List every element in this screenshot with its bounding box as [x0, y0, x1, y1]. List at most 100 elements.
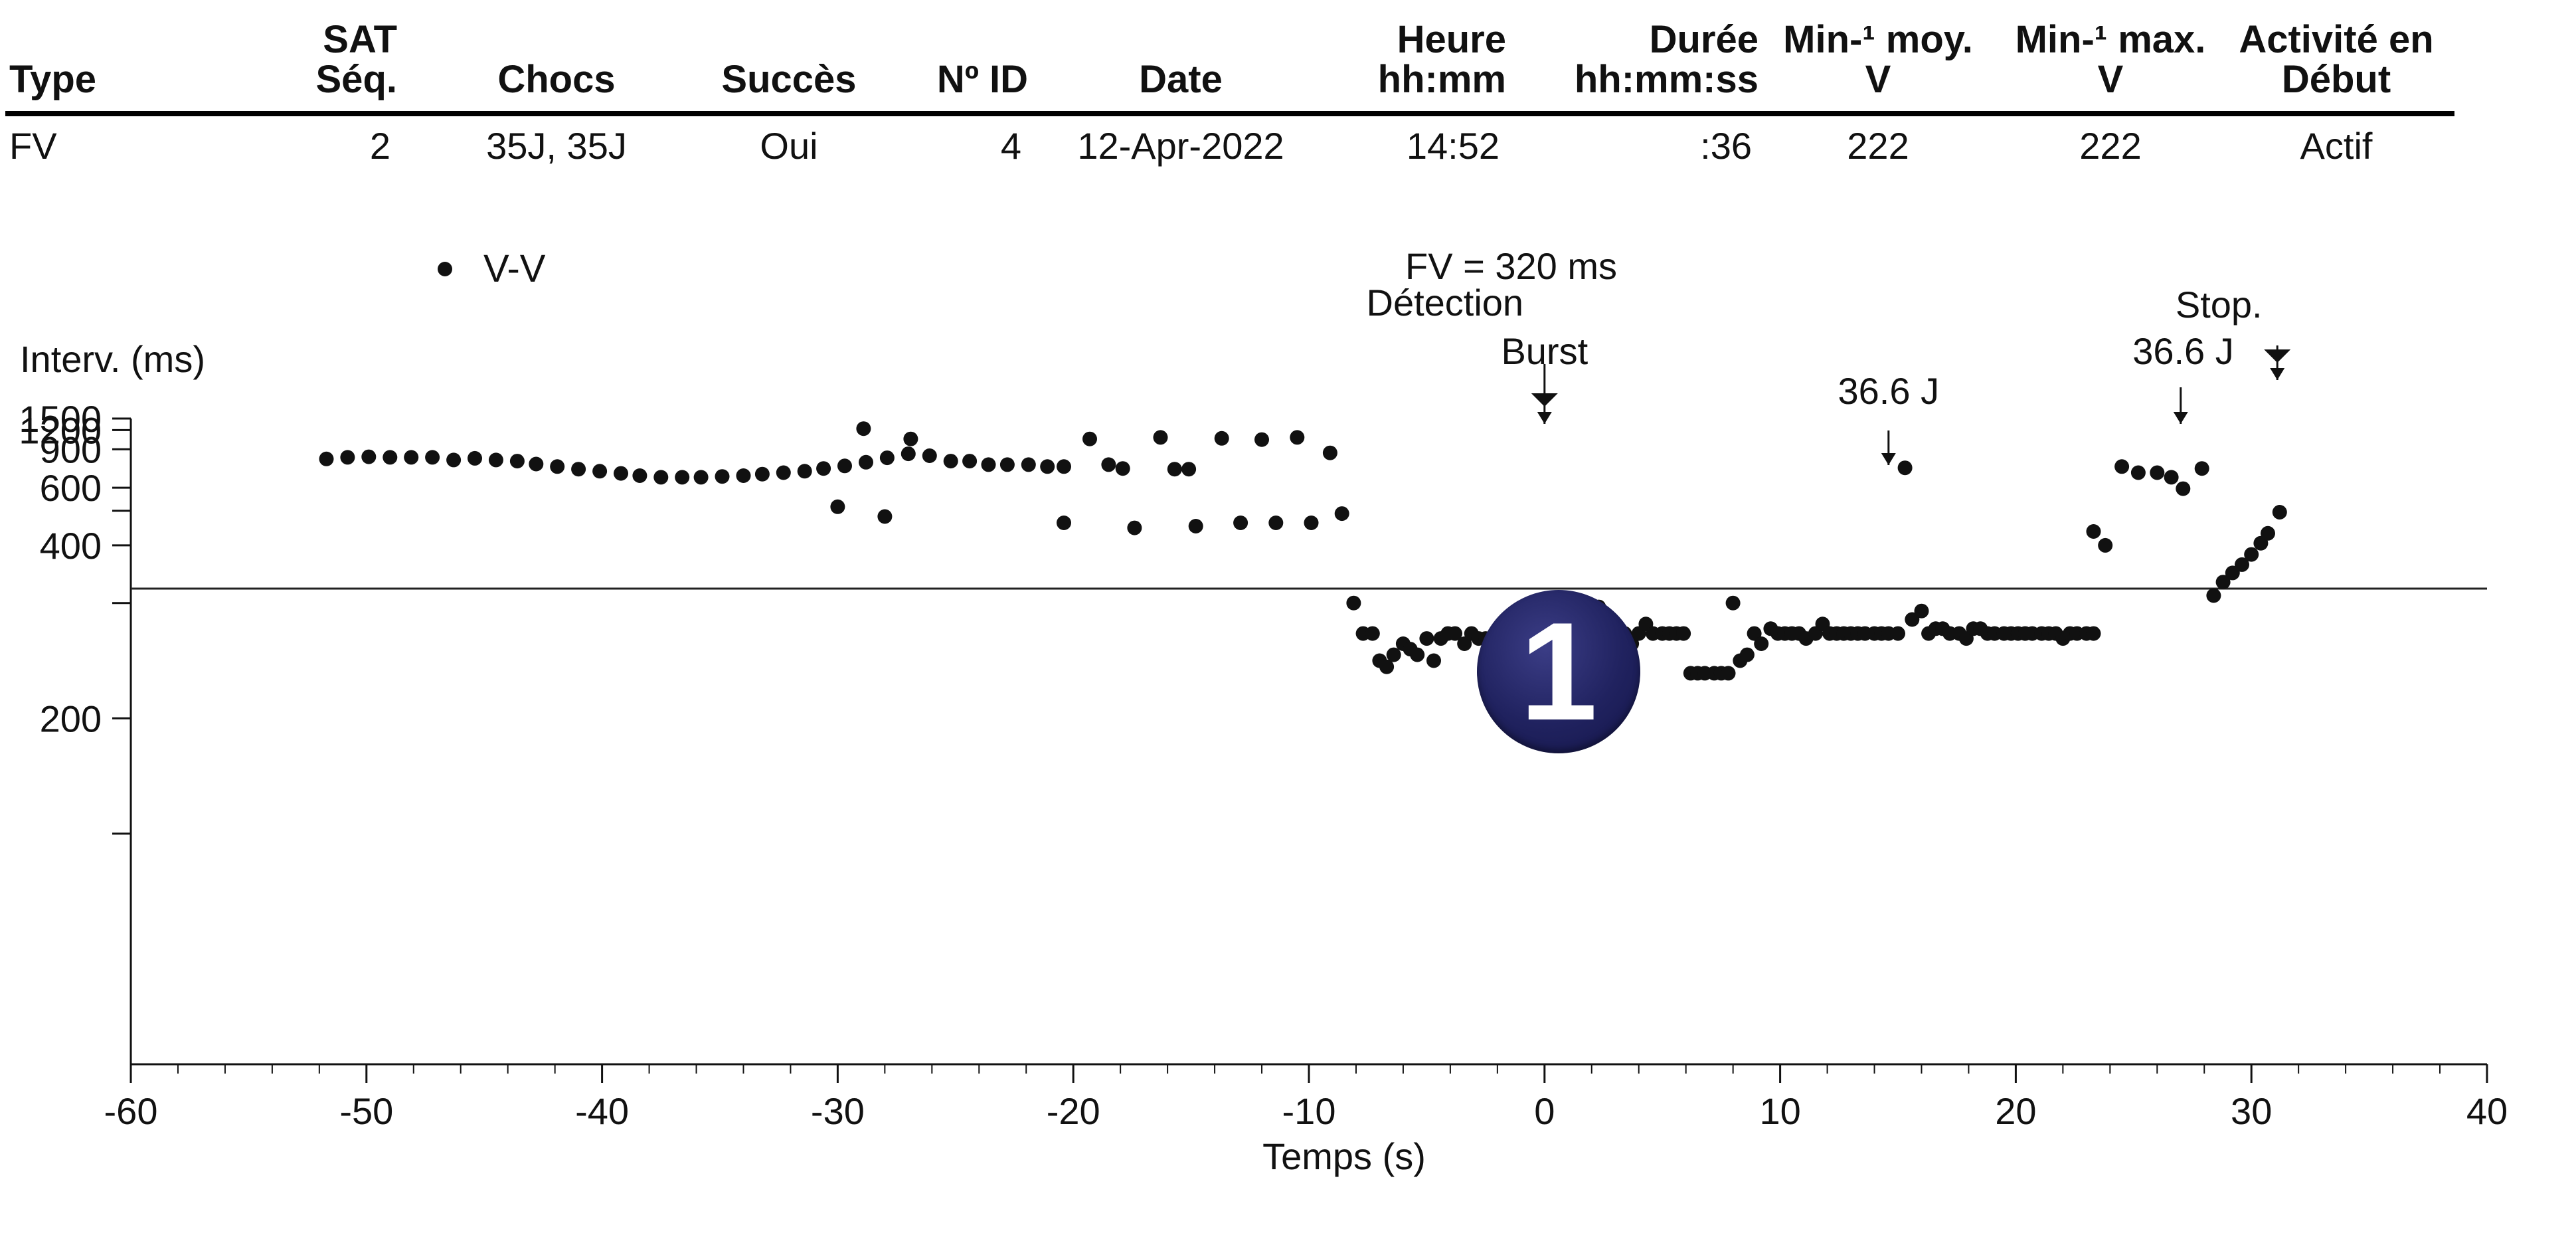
- vv-point: [1268, 516, 1284, 530]
- y-tick-label: 1500: [19, 398, 102, 440]
- vv-point: [797, 464, 812, 479]
- vv-point: [1747, 626, 1762, 641]
- vv-point: [859, 454, 873, 470]
- legend-label: V-V: [483, 247, 546, 290]
- vv-point: [837, 458, 852, 474]
- y-tick-label: 400: [40, 525, 102, 567]
- vv-point: [1914, 603, 1929, 618]
- event-marker: 36.6 J: [1838, 370, 1940, 465]
- header-activite-line2: Début: [2281, 58, 2391, 101]
- vv-point: [1181, 462, 1197, 477]
- x-tick-label: -40: [575, 1090, 629, 1132]
- x-tick-label: 10: [1759, 1090, 1800, 1132]
- event-arrow-head: [1537, 412, 1552, 424]
- x-tick-label: -60: [104, 1090, 158, 1132]
- threshold-label: FV = 320 ms: [1405, 245, 1617, 287]
- vv-point: [754, 466, 770, 482]
- vv-point: [962, 454, 978, 469]
- cell-type: FV: [9, 125, 57, 167]
- header-heure-line1: Heure: [1397, 18, 1506, 61]
- vv-point: [509, 454, 525, 469]
- legend: V-V: [438, 247, 546, 290]
- vv-point: [2176, 481, 2191, 496]
- vv-point: [1346, 595, 1361, 611]
- vv-point: [1905, 612, 1920, 627]
- vv-point: [488, 452, 503, 468]
- vv-point: [1365, 626, 1380, 641]
- vv-point: [468, 450, 482, 466]
- chart-ticks: -60 -50 -40 -30 -20 -10 0 10 20 30 401500120090060…: [19, 398, 2508, 1132]
- header-activite-line1: Activité en: [2239, 18, 2434, 61]
- event-arrow-head-large: [2264, 349, 2291, 363]
- y-axis-label: Interv. (ms): [20, 338, 205, 380]
- vv-point: [614, 466, 628, 481]
- episode-number-badge: 1: [1477, 590, 1640, 753]
- vv-point: [404, 450, 419, 465]
- vv-point: [1676, 626, 1691, 641]
- vv-point: [856, 421, 871, 436]
- x-tick-label: -50: [339, 1090, 393, 1132]
- vv-point: [1419, 631, 1434, 646]
- vv-point: [2098, 537, 2113, 553]
- y-tick-label: 200: [40, 698, 102, 739]
- vv-point: [1254, 432, 1269, 447]
- x-tick-label: -30: [811, 1090, 865, 1132]
- cell-chocs: 35J, 35J: [486, 125, 627, 167]
- vv-point: [1322, 445, 1337, 460]
- vv-point: [2235, 557, 2249, 572]
- vv-point: [816, 461, 831, 476]
- vv-point: [922, 448, 937, 463]
- x-tick-label: 30: [2231, 1090, 2272, 1132]
- x-tick-label: -20: [1047, 1090, 1100, 1132]
- chart-axes: [129, 419, 2487, 1066]
- cell-heure: 14:52: [1406, 125, 1500, 167]
- vv-point: [2130, 465, 2146, 480]
- vv-point: [383, 450, 398, 465]
- vv-point: [2194, 461, 2209, 476]
- vv-point: [1040, 459, 1055, 474]
- vv-point: [1457, 636, 1472, 651]
- event-label: Burst: [1501, 330, 1588, 372]
- event-marker: Détection Burst: [1367, 282, 1589, 424]
- vv-point: [1188, 519, 1203, 533]
- header-type: Type: [9, 58, 97, 101]
- vv-point: [1897, 460, 1913, 476]
- y-tick-label: 600: [40, 467, 102, 509]
- vv-point: [877, 509, 893, 524]
- header-min-moy-line1: Min-¹ moy.: [1783, 18, 1973, 61]
- vv-point: [2272, 505, 2287, 520]
- table-header-rule: [5, 111, 2454, 116]
- vv-point: [2261, 525, 2275, 541]
- vv-point: [981, 457, 996, 472]
- vv-point: [1754, 636, 1769, 651]
- vv-point: [1214, 430, 1229, 446]
- vv-point: [1057, 459, 1071, 474]
- vv-point: [571, 462, 586, 477]
- vv-point: [903, 431, 918, 446]
- vv-point: [901, 446, 916, 462]
- header-sat-line2: Séq.: [315, 58, 398, 101]
- event-label: 36.6 J: [1838, 370, 1940, 412]
- event-label: Stop.: [2176, 284, 2263, 326]
- event-arrow-head: [2173, 412, 2188, 424]
- vv-point: [776, 465, 791, 480]
- vv-point: [632, 468, 647, 483]
- points-layer: [319, 421, 2287, 681]
- vv-point: [736, 468, 751, 483]
- vv-point: [1233, 516, 1248, 530]
- event-arrow-head: [2270, 368, 2285, 380]
- cell-sat-seq: 2: [369, 125, 390, 167]
- event-marker: 36.6 J: [2132, 330, 2234, 424]
- episode-number: 1: [1519, 593, 1598, 749]
- vv-point: [1167, 462, 1182, 477]
- legend-marker: [438, 262, 452, 276]
- vv-point: [830, 499, 845, 514]
- vv-point: [1448, 626, 1462, 641]
- vv-point: [1021, 457, 1036, 472]
- vv-point: [653, 470, 669, 485]
- cell-min-max: 222: [2079, 125, 2142, 167]
- vv-point: [1082, 431, 1097, 446]
- vv-point: [1115, 461, 1130, 476]
- vv-point: [1410, 647, 1425, 662]
